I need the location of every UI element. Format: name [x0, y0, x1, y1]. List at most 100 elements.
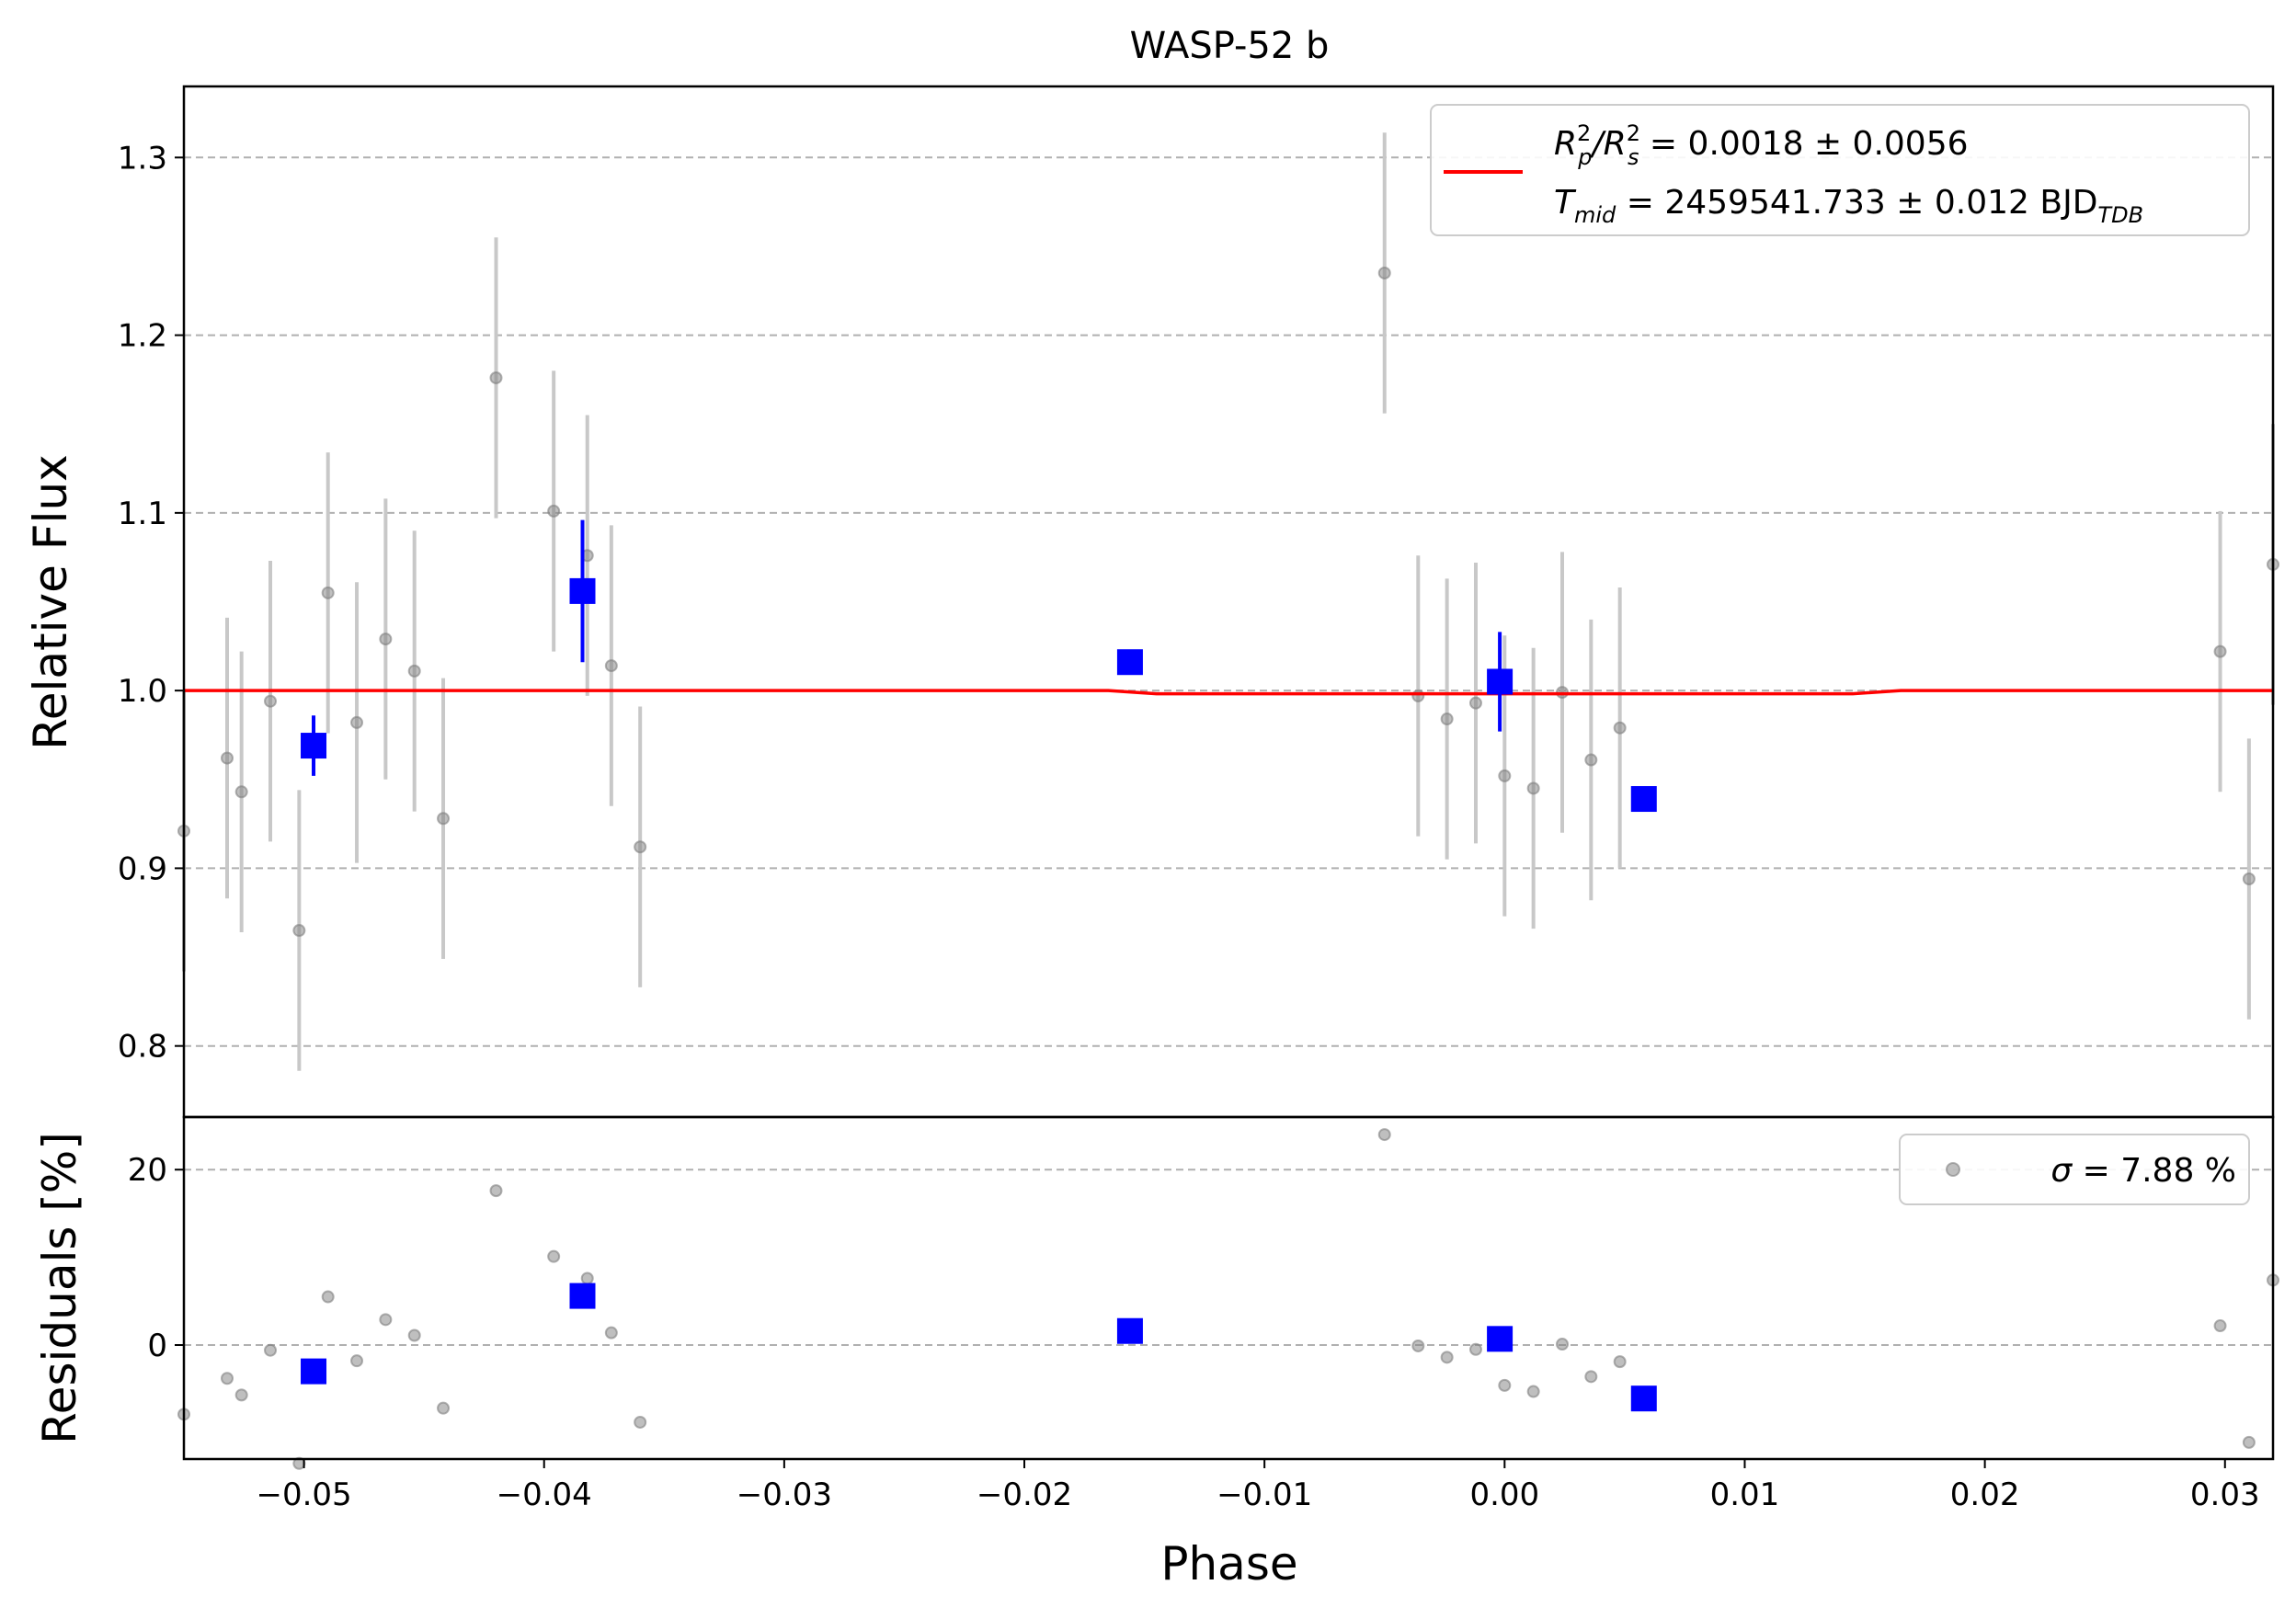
raw-point — [350, 715, 364, 729]
legend-tmid-value-sub: TDB — [2097, 202, 2143, 228]
residual-raw-point — [2213, 1319, 2227, 1333]
legend-depth-value: = 0.0018 ± 0.0056 — [1639, 125, 1968, 163]
x-tick-label: −0.01 — [1217, 1476, 1312, 1513]
residual-x-ticks: −0.05 −0.04 −0.03 −0.02 −0.01 0.00 0.01 0.02 0.0… — [256, 1459, 2260, 1513]
raw-point — [407, 664, 421, 678]
legend-tmid-text: Tmid = 2459541.733 ± 0.012 BJDTDB — [1554, 184, 2143, 228]
raw-point — [1584, 753, 1598, 767]
residual-raw-point — [1411, 1339, 1425, 1352]
x-tick-label: −0.02 — [977, 1476, 1072, 1513]
residual-legend-text: σ = 7.88 % — [2050, 1152, 2236, 1190]
residual-legend: σ = 7.88 % — [1899, 1134, 2250, 1205]
residual-binned-point — [301, 1358, 327, 1385]
residual-raw-point — [547, 1249, 561, 1263]
main-y-axis-label: Relative Flux — [24, 454, 77, 749]
binned-point — [569, 577, 596, 604]
x-axis-label: Phase — [1160, 1537, 1297, 1590]
residual-raw-point — [1468, 1342, 1482, 1356]
raw-point — [1498, 769, 1512, 782]
residual-legend-box — [1899, 1134, 2250, 1205]
residual-raw-point — [580, 1271, 594, 1285]
residual-raw-point — [234, 1388, 248, 1402]
raw-point — [1613, 721, 1627, 735]
residual-y-tick-label: 0 — [147, 1328, 167, 1364]
main-y-tick-label: 1.2 — [118, 318, 167, 355]
legend-tmid-t: T — [1554, 184, 1577, 222]
residual-raw-points — [177, 1128, 2279, 1470]
raw-point — [2213, 644, 2227, 658]
main-raw-errorbars — [182, 132, 2275, 1071]
main-binned-points — [301, 519, 1657, 813]
x-tick-label: 0.01 — [1710, 1476, 1780, 1513]
raw-point — [2242, 872, 2256, 886]
residual-gridlines — [184, 1169, 2273, 1346]
x-tick-label: −0.05 — [256, 1476, 351, 1513]
legend-depth-sup1: 2 — [1577, 120, 1591, 146]
residual-plot-frame — [182, 1115, 2275, 1461]
raw-point — [437, 812, 451, 826]
residual-raw-point — [1584, 1370, 1598, 1384]
raw-point — [292, 924, 306, 938]
binned-point — [301, 733, 327, 759]
x-tick-label: 0.03 — [2190, 1476, 2260, 1513]
legend-tmid-sub: mid — [1574, 202, 1616, 228]
raw-point — [634, 840, 647, 854]
residual-binned-point — [1116, 1317, 1143, 1344]
raw-point — [489, 371, 503, 384]
raw-point — [264, 694, 278, 708]
residual-binned-point — [1630, 1385, 1657, 1412]
legend-depth-sep: /R — [1590, 125, 1627, 163]
residual-legend-sigma: σ — [2050, 1152, 2073, 1190]
main-y-tick-label: 1.0 — [118, 673, 167, 710]
residual-raw-point — [1613, 1355, 1627, 1369]
x-tick-label: 0.02 — [1950, 1476, 2020, 1513]
residual-raw-point — [634, 1415, 647, 1429]
residual-raw-point — [604, 1326, 618, 1340]
main-y-tick-label: 0.8 — [118, 1029, 167, 1066]
residual-legend-marker — [1946, 1162, 1960, 1177]
residual-raw-point — [1440, 1351, 1454, 1364]
residual-binned-point — [569, 1283, 596, 1309]
legend-depth-sup2: 2 — [1627, 120, 1640, 146]
residual-raw-point — [489, 1184, 503, 1198]
main-y-tick-label: 1.1 — [118, 496, 167, 532]
raw-point — [1468, 696, 1482, 710]
residual-y-axis-label: Residuals [%] — [33, 1132, 86, 1444]
binned-point — [1630, 786, 1657, 813]
raw-point — [1440, 713, 1454, 726]
residual-raw-point — [1498, 1378, 1512, 1392]
legend-depth-sub2: s — [1628, 144, 1639, 170]
residual-panel: 0 20 −0.05 −0.04 −0.03 −0.02 −0.01 0.00 0.01 0.0… — [33, 1115, 2279, 1590]
raw-point — [547, 504, 561, 518]
residual-legend-value: = 7.88 % — [2072, 1152, 2236, 1190]
residual-raw-point — [407, 1328, 421, 1342]
raw-point — [234, 785, 248, 799]
raw-point — [321, 586, 335, 599]
residual-raw-point — [1377, 1128, 1391, 1142]
residual-raw-point — [350, 1354, 364, 1368]
raw-point — [379, 633, 393, 646]
legend-depth-r: R — [1554, 125, 1577, 163]
residual-y-ticks: 0 20 — [128, 1152, 184, 1364]
main-legend: R2 p/R2 s = 0.0018 ± 0.0056 Tmid = 2459541… — [1430, 104, 2250, 236]
residual-binned-points — [301, 1283, 1657, 1412]
legend-depth-text: R2 p/R2 s = 0.0018 ± 0.0056 — [1554, 120, 1969, 170]
binned-point — [1487, 668, 1514, 695]
residual-raw-point — [221, 1372, 234, 1385]
main-panel: 0.80.91.01.11.21.3 Relative Flux R2 p/R2 s… — [24, 85, 2279, 1119]
legend-depth-sub1: p — [1577, 144, 1592, 170]
residual-raw-point — [379, 1313, 393, 1327]
residual-raw-point — [1555, 1338, 1569, 1351]
legend-tmid-value: = 2459541.733 ± 0.012 BJD — [1616, 184, 2097, 222]
x-tick-label: −0.03 — [737, 1476, 832, 1513]
raw-point — [1411, 689, 1425, 702]
main-y-ticks: 0.8 0.9 1.0 1.1 1.2 1.3 — [118, 140, 184, 1066]
raw-point — [1526, 781, 1540, 795]
raw-point — [221, 751, 234, 765]
binned-point — [1116, 649, 1143, 676]
x-tick-label: −0.04 — [497, 1476, 592, 1513]
residual-raw-point — [2242, 1435, 2256, 1449]
residual-raw-point — [264, 1343, 278, 1357]
x-tick-label: 0.00 — [1469, 1476, 1539, 1513]
